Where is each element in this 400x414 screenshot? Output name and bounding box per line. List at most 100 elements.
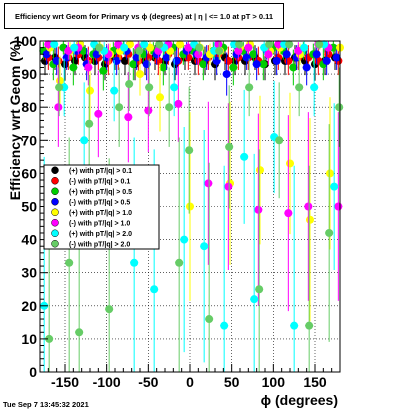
data-point	[322, 56, 331, 65]
x-tick-label: -150	[51, 374, 79, 390]
data-point	[272, 56, 281, 65]
y-tick-label: 90	[21, 66, 37, 82]
data-point	[205, 315, 214, 324]
timestamp: Tue Sep 7 13:45:32 2021	[3, 400, 89, 409]
data-point	[86, 86, 94, 95]
data-point	[235, 40, 244, 49]
data-point	[290, 321, 299, 330]
data-point	[150, 285, 159, 294]
data-point	[70, 43, 79, 52]
x-tick-label: 50	[224, 374, 240, 390]
data-point	[302, 63, 311, 72]
data-point	[332, 53, 341, 62]
axis-ticks: 0 10 20 30 40 50 60 70 80 90 100 -150 -100 -50 0 50 100 1…	[14, 33, 333, 390]
legend-label: (+) with pT/|q| > 0.1	[69, 168, 132, 175]
data-point	[326, 169, 334, 178]
y-tick-label: 60	[21, 165, 37, 181]
y-tick-label: 20	[21, 298, 37, 314]
data-point	[286, 159, 294, 168]
data-point	[65, 258, 74, 267]
data-point	[250, 295, 259, 304]
data-layer	[39, 40, 344, 372]
data-point	[335, 103, 344, 112]
data-point	[284, 209, 293, 218]
data-point	[129, 60, 138, 69]
data-point	[99, 66, 108, 75]
data-point	[195, 43, 204, 52]
x-axis-label: ϕ (degrees)	[261, 392, 338, 408]
y-tick-label: 30	[21, 265, 37, 281]
data-point	[265, 40, 274, 49]
data-point	[110, 86, 119, 95]
data-point	[315, 40, 324, 49]
y-tick-label: 100	[14, 33, 38, 49]
chart-title: Efficiency wrt Geom for Primary vs ϕ (de…	[4, 3, 284, 29]
data-point	[194, 50, 203, 59]
data-point	[85, 119, 94, 128]
data-point	[252, 60, 261, 69]
data-point	[220, 321, 229, 330]
y-tick-label: 50	[21, 199, 37, 215]
data-point	[135, 46, 144, 55]
data-point	[176, 40, 184, 49]
legend-label: (+) with pT/|q| > 0.5	[69, 189, 132, 196]
data-point	[185, 146, 194, 155]
data-point	[244, 43, 253, 52]
data-point	[300, 43, 309, 52]
data-point	[224, 182, 233, 191]
legend-marker	[51, 198, 59, 206]
data-point	[184, 43, 193, 52]
data-point	[199, 60, 208, 69]
data-point	[204, 179, 213, 188]
data-point	[305, 321, 314, 330]
legend-label: (-) with pT/|q| > 0.1	[69, 178, 130, 185]
legend-marker	[51, 219, 59, 227]
data-point	[275, 136, 284, 145]
data-point	[75, 328, 84, 337]
data-point	[55, 83, 64, 92]
x-tick-label: 0	[186, 374, 194, 390]
data-point	[50, 40, 59, 49]
data-point	[126, 40, 134, 49]
x-tick-label: 150	[303, 374, 327, 390]
data-point	[304, 202, 313, 211]
data-point	[114, 40, 123, 49]
data-point	[325, 228, 334, 237]
data-point	[95, 43, 104, 52]
data-point	[240, 152, 249, 161]
data-point	[155, 40, 164, 49]
legend-label: (+) with pT/|q| > 1.0	[69, 210, 132, 217]
data-point	[249, 50, 258, 59]
legend-label: (-) with pT/|q| > 0.5	[69, 199, 130, 206]
data-point	[144, 106, 153, 115]
legend: (+) with pT/|q| > 0.1 (-) with pT/|q| > 0…	[43, 164, 160, 250]
data-point	[94, 109, 103, 118]
y-tick-label: 10	[21, 331, 37, 347]
legend-label: (-) with pT/|q| > 1.0	[69, 220, 130, 227]
data-point	[42, 50, 51, 59]
data-point	[225, 142, 234, 151]
data-point	[120, 43, 129, 52]
data-point	[200, 242, 209, 251]
data-point	[245, 83, 254, 92]
data-point	[44, 40, 53, 49]
data-point	[154, 46, 163, 55]
x-tick-label: -100	[93, 374, 121, 390]
data-point	[334, 202, 343, 211]
legend-marker	[51, 208, 59, 216]
x-tick-label: 100	[262, 374, 286, 390]
legend-marker	[51, 240, 59, 248]
data-point	[159, 63, 168, 72]
data-point	[180, 235, 189, 244]
data-point	[285, 40, 294, 49]
y-tick-label: 70	[21, 132, 37, 148]
data-point	[215, 46, 224, 55]
legend-marker	[51, 229, 59, 237]
data-point	[234, 46, 243, 55]
data-point	[229, 63, 238, 72]
data-point	[115, 103, 124, 112]
data-point	[289, 63, 298, 72]
data-point	[84, 63, 93, 72]
data-point	[274, 40, 283, 49]
